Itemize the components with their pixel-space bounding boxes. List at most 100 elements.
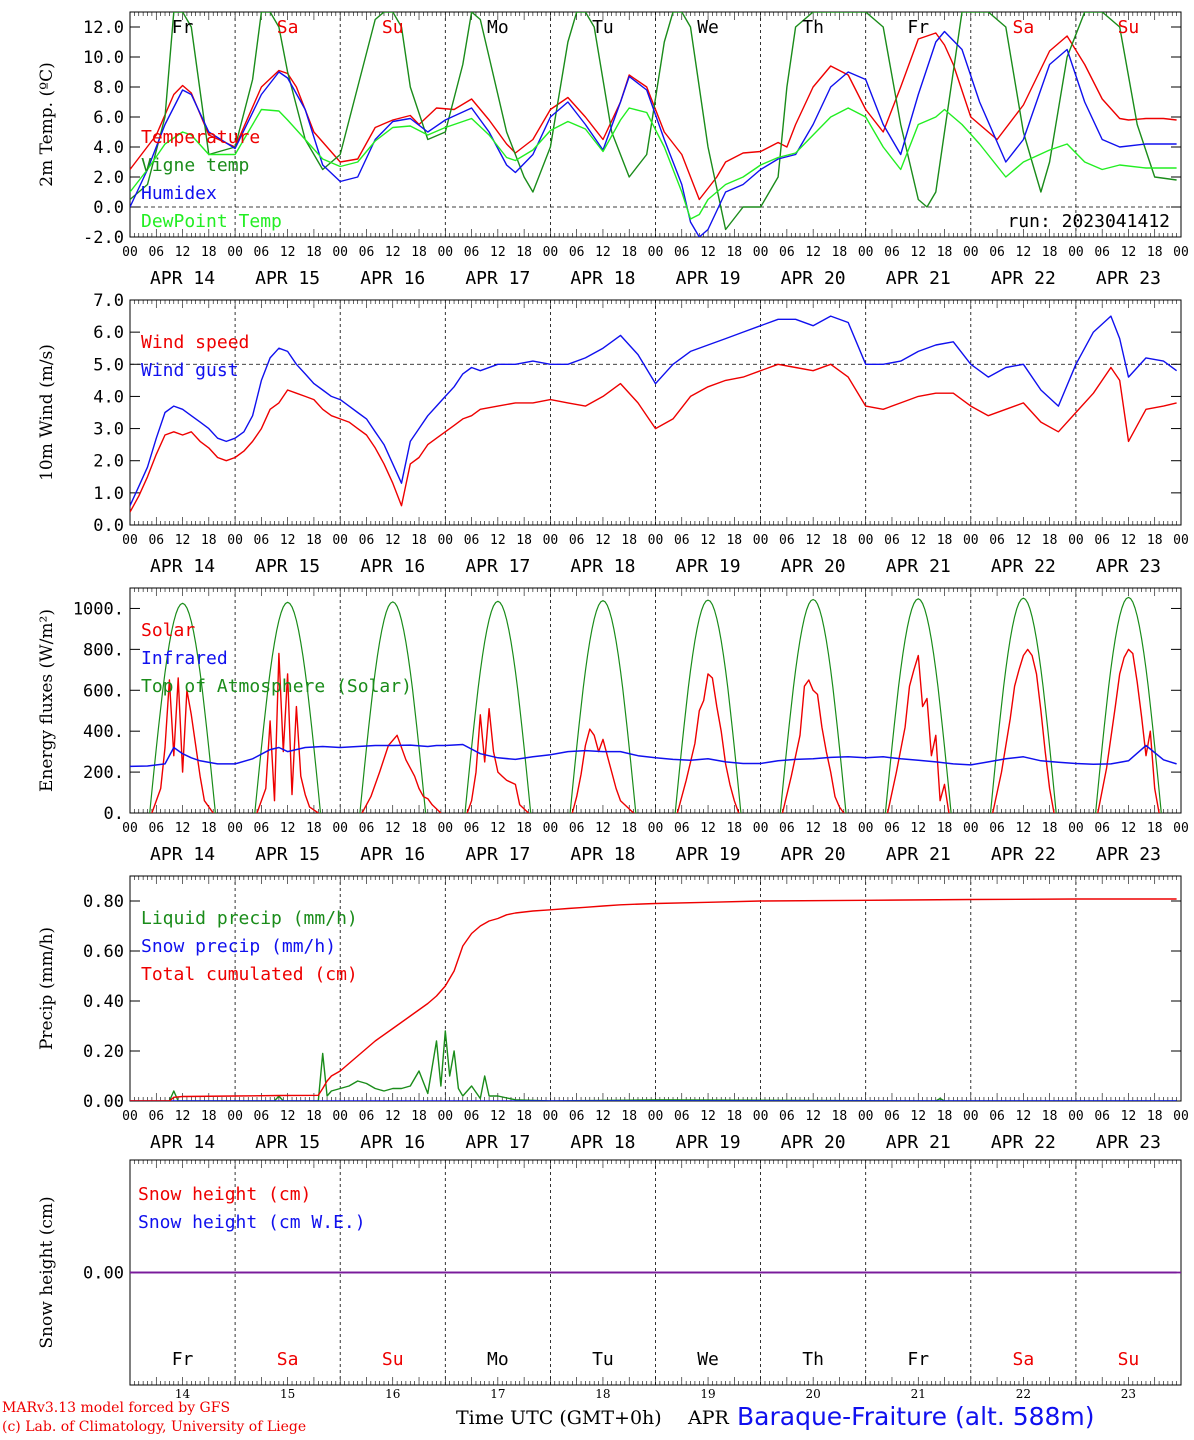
x-hour-label: 18: [201, 821, 217, 836]
x-hour-label: 12: [1121, 533, 1137, 548]
y-axis-label: 2m Temp. (ºC): [37, 62, 57, 187]
x-hour-label: 18: [832, 1109, 848, 1124]
x-hour-label: 00: [437, 245, 453, 260]
weekday-label-top: Fr: [907, 17, 929, 38]
x-date-label: APR 17: [465, 556, 530, 577]
legend-top-of-atmosphere-solar: Top of Atmosphere (Solar): [141, 676, 412, 697]
day-number-label: 20: [806, 1387, 821, 1401]
x-date-label: APR 17: [465, 268, 530, 289]
legend-snow-precip-mm-h: Snow precip (mm/h): [141, 936, 336, 957]
x-hour-label: 00: [648, 245, 664, 260]
x-hour-label: 12: [1121, 245, 1137, 260]
x-hour-label: 00: [963, 533, 979, 548]
x-hour-label: 06: [674, 245, 690, 260]
x-hour-label: 06: [464, 821, 480, 836]
y-tick-label: 7.0: [93, 291, 124, 311]
x-date-label: APR 20: [781, 268, 846, 289]
x-hour-label: 06: [674, 1109, 690, 1124]
solar-line: [466, 708, 529, 813]
x-date-label: APR 18: [570, 844, 635, 865]
x-date-label: APR 23: [1096, 844, 1161, 865]
x-date-label: APR 23: [1096, 556, 1161, 577]
x-date-label: APR 19: [676, 1132, 741, 1153]
x-hour-label: 18: [516, 821, 532, 836]
x-hour-label: 18: [832, 821, 848, 836]
x-hour-label: 12: [805, 245, 821, 260]
x-hour-label: 06: [148, 533, 164, 548]
humidex-line: [130, 30, 1177, 237]
dewpoint-temp-line: [130, 107, 1177, 220]
x-hour-label: 06: [779, 821, 795, 836]
x-date-label: APR 15: [255, 844, 320, 865]
x-hour-label: 00: [1173, 821, 1189, 836]
x-hour-label: 12: [910, 245, 926, 260]
x-hour-label: 00: [227, 533, 243, 548]
x-date-label: APR 21: [886, 268, 951, 289]
x-hour-label: 06: [989, 1109, 1005, 1124]
data-layer: [130, 898, 1177, 1101]
x-hour-label: 18: [1147, 245, 1163, 260]
total-cumulated-cm-line: [130, 898, 1177, 1101]
x-hour-label: 18: [832, 533, 848, 548]
x-hour-label: 00: [437, 821, 453, 836]
x-hour-label: 06: [1094, 821, 1110, 836]
run-label: run: 2023041412: [1007, 211, 1170, 232]
x-date-label: APR 19: [676, 844, 741, 865]
y-tick-label: 0.00: [83, 1264, 124, 1284]
x-hour-label: 00: [332, 821, 348, 836]
x-hour-label: 18: [1147, 533, 1163, 548]
weekday-label-top: Su: [1118, 17, 1140, 38]
x-hour-label: 00: [648, 1109, 664, 1124]
x-date-label: APR 20: [781, 844, 846, 865]
x-hour-label: 06: [989, 533, 1005, 548]
y-tick-label: 4.0: [93, 138, 124, 158]
y-tick-label: 12.0: [83, 18, 124, 38]
x-hour-label: 12: [595, 1109, 611, 1124]
x-hour-label: 12: [595, 533, 611, 548]
plot-frame: [129, 587, 1182, 814]
x-hour-label: 12: [805, 533, 821, 548]
x-hour-label: 18: [306, 821, 322, 836]
x-hour-label: 00: [227, 245, 243, 260]
x-date-label: APR 16: [360, 1132, 425, 1153]
legend-snow-height-cm: Snow height (cm): [138, 1184, 311, 1205]
x-hour-label: 12: [490, 821, 506, 836]
y-tick-label: 0.40: [83, 992, 124, 1012]
x-hour-label: 18: [621, 533, 637, 548]
x-hour-label: 00: [1173, 533, 1189, 548]
x-hour-label: 00: [858, 245, 874, 260]
legend-wind-speed: Wind speed: [141, 332, 249, 353]
x-hour-label: 00: [543, 533, 559, 548]
x-date-label: APR 15: [255, 1132, 320, 1153]
x-hour-label: 06: [254, 533, 270, 548]
x-hour-label: 18: [726, 821, 742, 836]
x-date-label: APR 18: [570, 1132, 635, 1153]
x-hour-label: 18: [621, 1109, 637, 1124]
x-hour-label: 12: [910, 1109, 926, 1124]
y-axis-label: 10m Wind (m/s): [37, 344, 57, 481]
model-credit: MARv3.13 model forced by GFS: [2, 1400, 231, 1416]
x-date-label: APR 14: [150, 268, 215, 289]
toa-solar-line: [779, 598, 847, 813]
legend-liquid-precip-mm-h: Liquid precip (mm/h): [141, 908, 358, 929]
toa-solar-line: [674, 599, 742, 813]
y-tick-label: 0.0: [93, 198, 124, 218]
x-hour-label: 12: [175, 245, 191, 260]
x-hour-label: 06: [1094, 1109, 1110, 1124]
x-hour-label: 06: [779, 245, 795, 260]
x-hour-label: 00: [122, 533, 138, 548]
x-hour-label: 06: [359, 245, 375, 260]
x-hour-label: 12: [280, 821, 296, 836]
x-date-label: APR 17: [465, 844, 530, 865]
x-date-label: APR 15: [255, 268, 320, 289]
x-hour-label: 12: [280, 1109, 296, 1124]
x-date-label: APR 19: [676, 268, 741, 289]
weekday-label-bottom: Tu: [592, 1349, 614, 1370]
y-tick-label: 0.: [104, 804, 124, 824]
data-layer: [130, 315, 1178, 513]
x-hour-label: 06: [148, 1109, 164, 1124]
x-hour-label: 12: [280, 533, 296, 548]
toa-solar-line: [569, 600, 637, 813]
y-tick-label: 1.0: [93, 484, 124, 504]
day-number-label: 14: [175, 1387, 191, 1401]
